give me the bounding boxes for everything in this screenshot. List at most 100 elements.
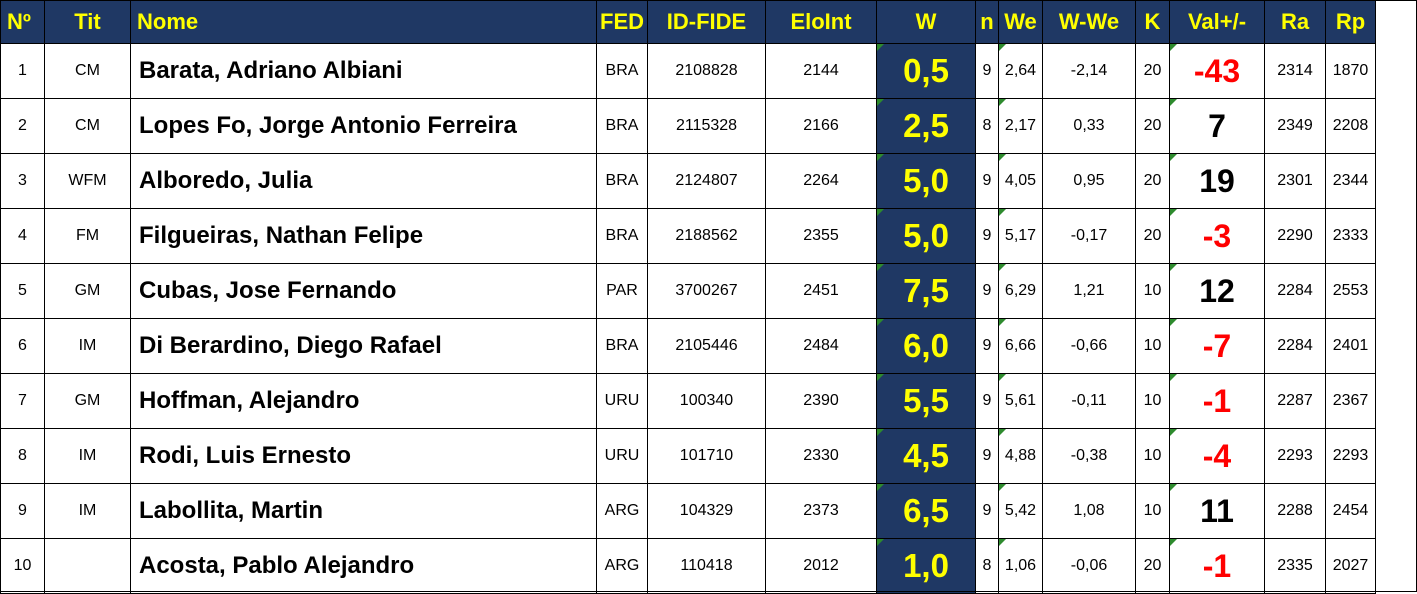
cell-idfide[interactable]: 101710: [647, 428, 766, 484]
cell-rp[interactable]: 2367: [1325, 373, 1376, 429]
cell-ra[interactable]: 2301: [1264, 153, 1326, 209]
cell-wwe[interactable]: -0,06: [1042, 538, 1136, 594]
cell-rp[interactable]: 2454: [1325, 483, 1376, 539]
cell-fed[interactable]: ARG: [596, 538, 648, 594]
cell-no[interactable]: 7: [0, 373, 45, 429]
cell-tit[interactable]: WFM: [44, 153, 131, 209]
cell-tit[interactable]: CM: [44, 43, 131, 99]
cell-idfide[interactable]: 100340: [647, 373, 766, 429]
cell-val[interactable]: -7: [1169, 318, 1265, 374]
col-header-no[interactable]: Nº: [0, 0, 45, 44]
col-header-tit[interactable]: Tit: [44, 0, 131, 44]
cell-idfide[interactable]: 110418: [647, 538, 766, 594]
cell-k[interactable]: 20: [1135, 98, 1170, 154]
col-header-rp[interactable]: Rp: [1325, 0, 1376, 44]
cell-idfide[interactable]: 2188562: [647, 208, 766, 264]
cell-nome[interactable]: Barata, Adriano Albiani: [130, 43, 597, 99]
col-header-fed[interactable]: FED: [596, 0, 648, 44]
cell-we[interactable]: 2,64: [998, 43, 1043, 99]
cell-rp[interactable]: 2344: [1325, 153, 1376, 209]
cell-no[interactable]: 1: [0, 43, 45, 99]
cell-ra[interactable]: 2290: [1264, 208, 1326, 264]
cell-n[interactable]: 9: [975, 373, 999, 429]
cell-idfide[interactable]: 2108828: [647, 43, 766, 99]
cell-nome[interactable]: Cubas, Jose Fernando: [130, 263, 597, 319]
cell-no[interactable]: 8: [0, 428, 45, 484]
cell-val[interactable]: -43: [1169, 43, 1265, 99]
col-header-k[interactable]: K: [1135, 0, 1170, 44]
cell-n[interactable]: 9: [975, 153, 999, 209]
cell-elo[interactable]: 2166: [765, 98, 877, 154]
cell-ra[interactable]: 2335: [1264, 538, 1326, 594]
cell-nome[interactable]: Lopes Fo, Jorge Antonio Ferreira: [130, 98, 597, 154]
cell-no[interactable]: 5: [0, 263, 45, 319]
cell-w[interactable]: 6,0: [876, 318, 976, 374]
cell-wwe[interactable]: -0,17: [1042, 208, 1136, 264]
col-header-we[interactable]: We: [998, 0, 1043, 44]
cell-fed[interactable]: BRA: [596, 98, 648, 154]
cell-elo[interactable]: 2390: [765, 373, 877, 429]
cell-fed[interactable]: BRA: [596, 153, 648, 209]
cell-n[interactable]: 9: [975, 428, 999, 484]
cell-w[interactable]: 2,5: [876, 98, 976, 154]
cell-fed[interactable]: BRA: [596, 208, 648, 264]
cell-val[interactable]: -3: [1169, 208, 1265, 264]
cell-k[interactable]: 20: [1135, 208, 1170, 264]
cell-elo[interactable]: 2012: [765, 538, 877, 594]
cell-idfide[interactable]: 2124807: [647, 153, 766, 209]
cell-fed[interactable]: BRA: [596, 43, 648, 99]
cell-we[interactable]: 1,06: [998, 538, 1043, 594]
cell-tit[interactable]: GM: [44, 263, 131, 319]
cell-ra[interactable]: 2287: [1264, 373, 1326, 429]
cell-nome[interactable]: Labollita, Martin: [130, 483, 597, 539]
col-header-ra[interactable]: Ra: [1264, 0, 1326, 44]
cell-wwe[interactable]: 0,95: [1042, 153, 1136, 209]
cell-w[interactable]: 4,5: [876, 428, 976, 484]
cell-ra[interactable]: 2293: [1264, 428, 1326, 484]
cell-tit[interactable]: GM: [44, 373, 131, 429]
cell-we[interactable]: 6,66: [998, 318, 1043, 374]
cell-rp[interactable]: 2553: [1325, 263, 1376, 319]
cell-w[interactable]: 0,5: [876, 43, 976, 99]
cell-tit[interactable]: FM: [44, 208, 131, 264]
cell-no[interactable]: 4: [0, 208, 45, 264]
cell-wwe[interactable]: 0,33: [1042, 98, 1136, 154]
cell-no[interactable]: 6: [0, 318, 45, 374]
cell-fed[interactable]: BRA: [596, 318, 648, 374]
cell-tit[interactable]: CM: [44, 98, 131, 154]
cell-wwe[interactable]: -0,66: [1042, 318, 1136, 374]
cell-rp[interactable]: 2027: [1325, 538, 1376, 594]
cell-rp[interactable]: 2401: [1325, 318, 1376, 374]
cell-wwe[interactable]: -0,11: [1042, 373, 1136, 429]
cell-w[interactable]: 5,0: [876, 153, 976, 209]
cell-elo[interactable]: 2264: [765, 153, 877, 209]
cell-n[interactable]: 9: [975, 483, 999, 539]
cell-tit[interactable]: IM: [44, 483, 131, 539]
cell-elo[interactable]: 2330: [765, 428, 877, 484]
cell-val[interactable]: 11: [1169, 483, 1265, 539]
cell-we[interactable]: 5,61: [998, 373, 1043, 429]
cell-n[interactable]: 9: [975, 208, 999, 264]
cell-rp[interactable]: 2208: [1325, 98, 1376, 154]
cell-elo[interactable]: 2373: [765, 483, 877, 539]
cell-nome[interactable]: Acosta, Pablo Alejandro: [130, 538, 597, 594]
cell-w[interactable]: 5,5: [876, 373, 976, 429]
cell-k[interactable]: 10: [1135, 318, 1170, 374]
cell-k[interactable]: 20: [1135, 538, 1170, 594]
cell-no[interactable]: 3: [0, 153, 45, 209]
cell-ra[interactable]: 2288: [1264, 483, 1326, 539]
cell-we[interactable]: 2,17: [998, 98, 1043, 154]
cell-rp[interactable]: 2333: [1325, 208, 1376, 264]
cell-no[interactable]: 2: [0, 98, 45, 154]
cell-nome[interactable]: Rodi, Luis Ernesto: [130, 428, 597, 484]
cell-n[interactable]: 8: [975, 538, 999, 594]
cell-ra[interactable]: 2284: [1264, 318, 1326, 374]
cell-val[interactable]: 7: [1169, 98, 1265, 154]
cell-we[interactable]: 6,29: [998, 263, 1043, 319]
cell-w[interactable]: 7,5: [876, 263, 976, 319]
cell-n[interactable]: 8: [975, 98, 999, 154]
cell-we[interactable]: 5,17: [998, 208, 1043, 264]
col-header-nome[interactable]: Nome: [130, 0, 597, 44]
cell-tit[interactable]: IM: [44, 318, 131, 374]
cell-ra[interactable]: 2284: [1264, 263, 1326, 319]
